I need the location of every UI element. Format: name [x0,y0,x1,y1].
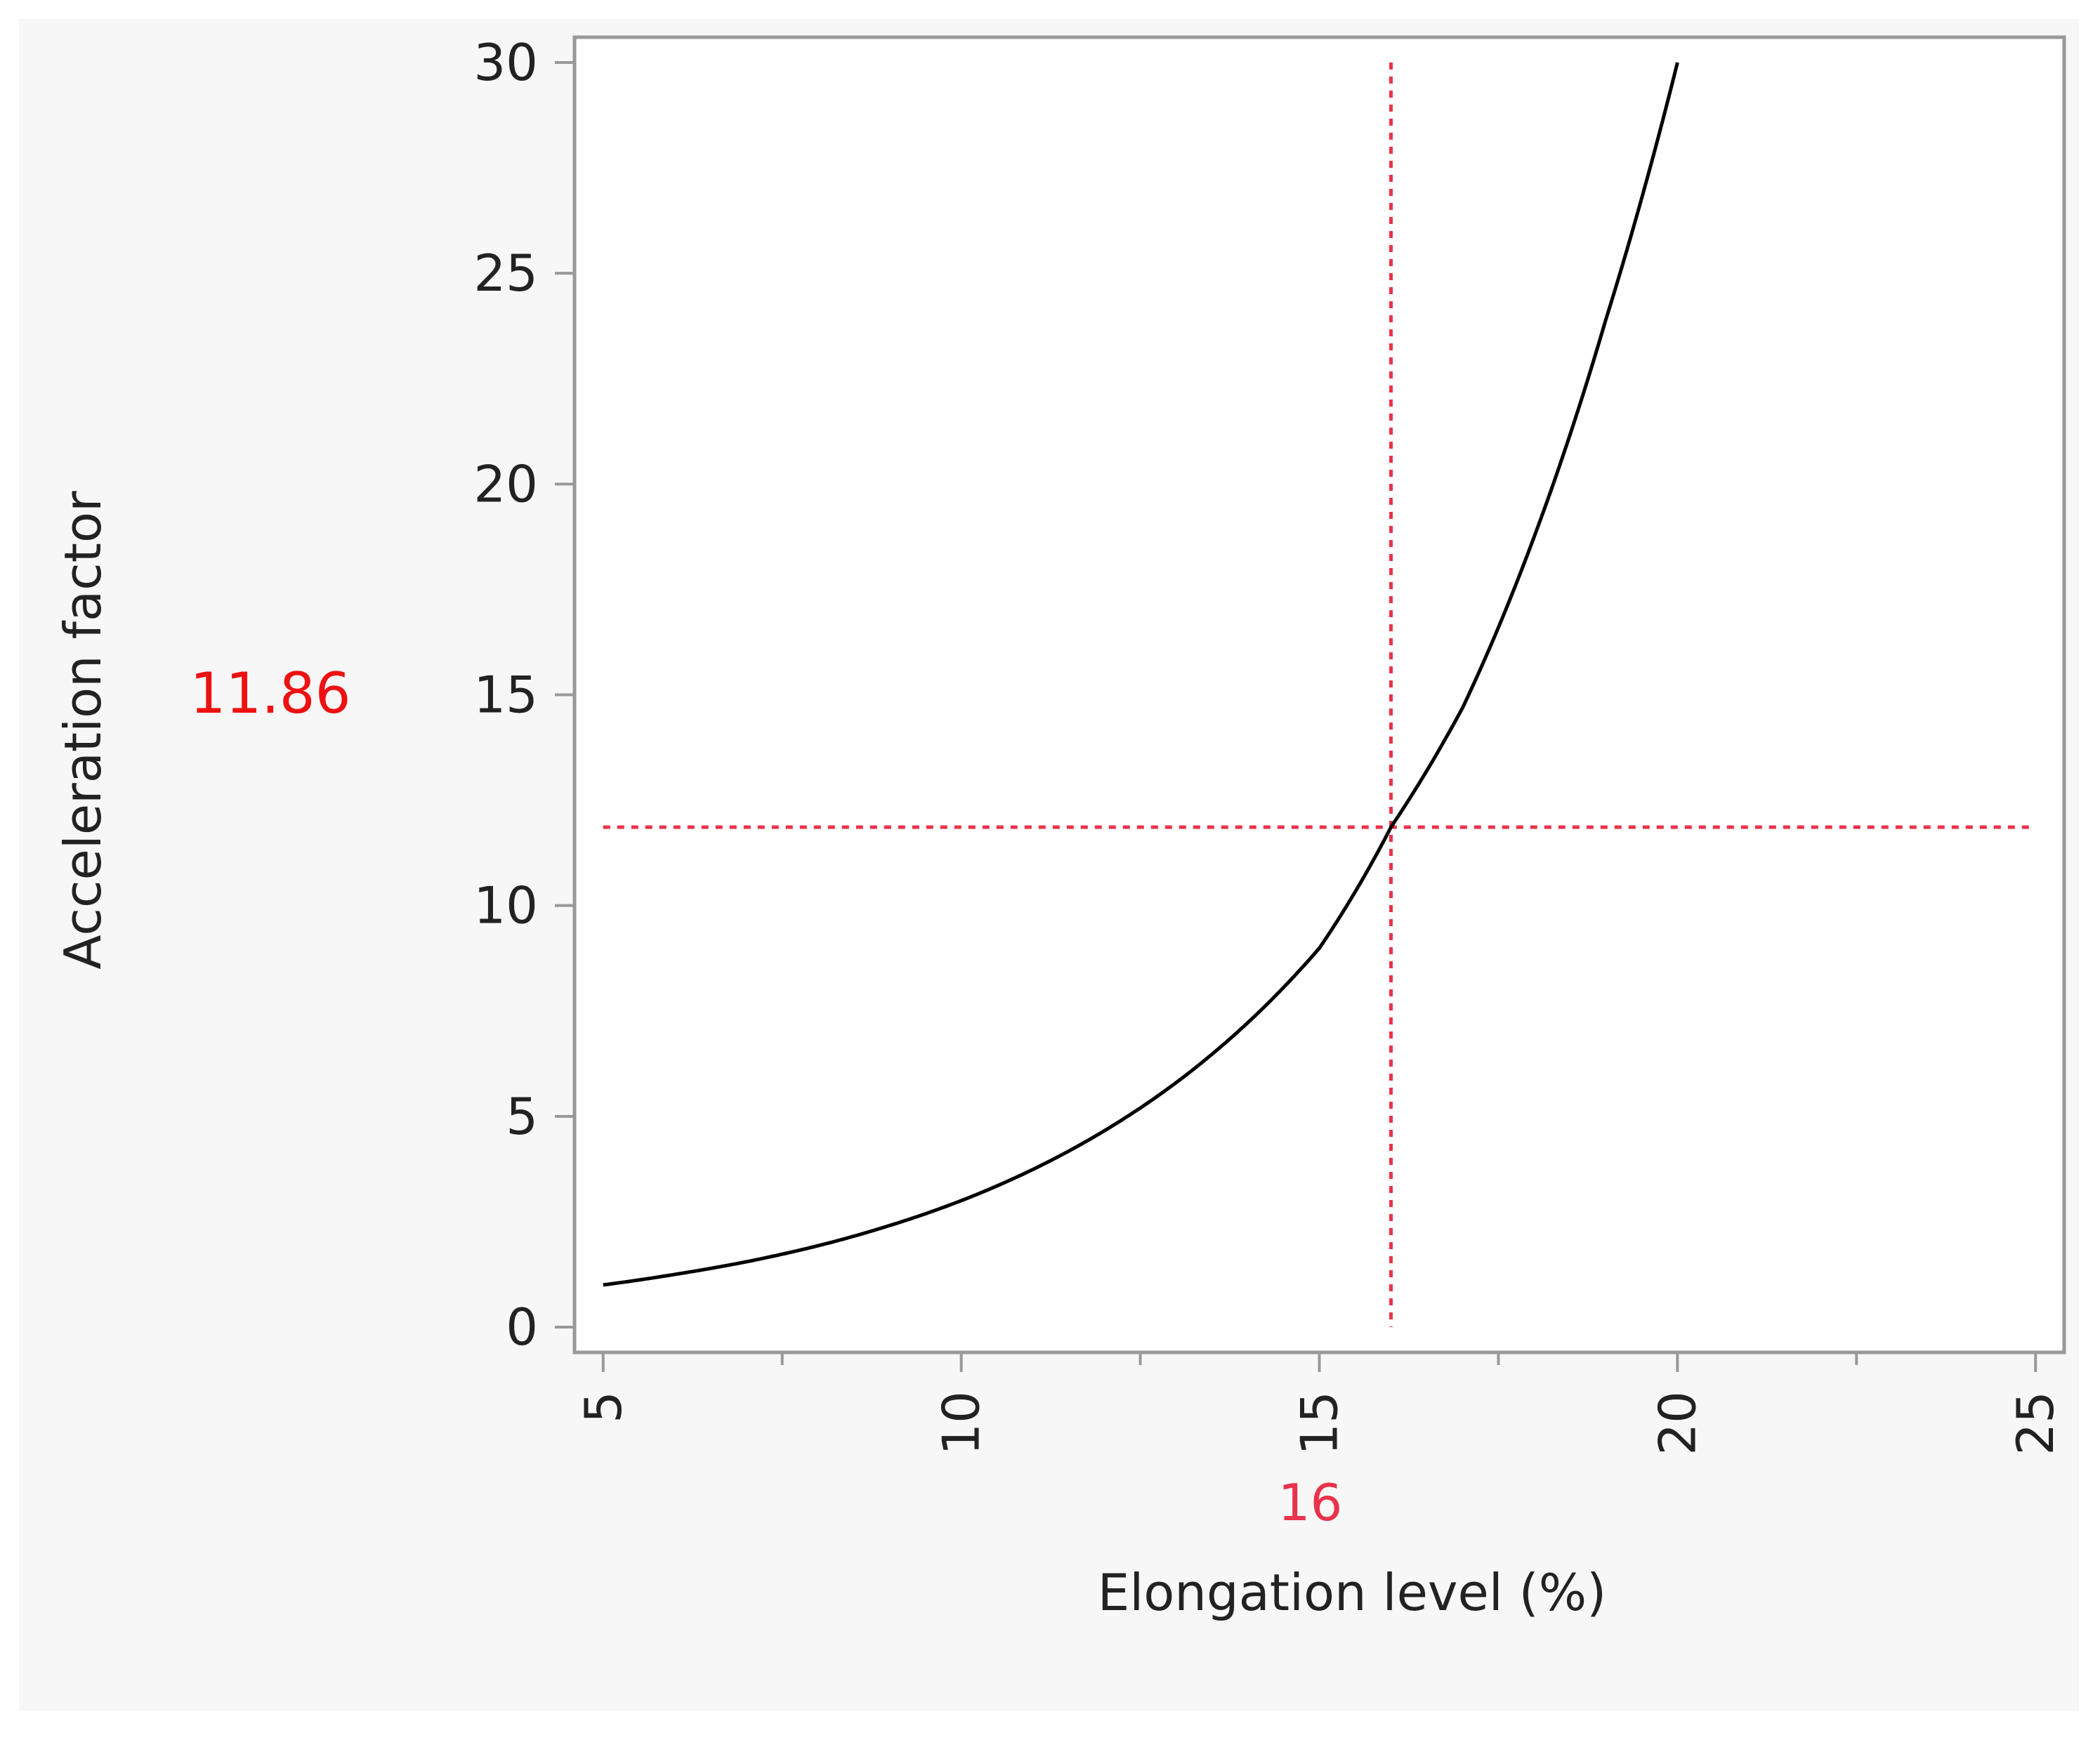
y-tick-label: 25 [473,244,538,303]
crosshair-y-value: 11.86 [190,661,350,726]
series-line [603,62,1679,1287]
y-tick-label: 0 [506,1298,538,1357]
x-tick-label: 25 [2006,1391,2065,1456]
x-tick-label: 20 [1648,1391,1707,1456]
y-axis-label: Acceleration factor [53,491,112,970]
x-tick-label: 5 [574,1391,633,1423]
y-axis: 0 5 10 15 20 25 30 [473,33,575,1357]
y-tick-label: 20 [473,454,538,513]
crosshair [603,62,2036,1327]
crosshair-x-value: 16 [1278,1473,1343,1532]
y-tick-label: 30 [473,33,538,92]
y-tick-label: 10 [473,876,538,935]
x-tick-label: 15 [1290,1391,1349,1456]
x-axis-label: Elongation level (%) [1098,1563,1607,1622]
x-axis: 5 10 15 20 25 [574,1352,2065,1456]
y-tick-label: 5 [506,1087,538,1146]
x-tick-label: 10 [932,1391,991,1456]
plot-frame [572,35,2066,1354]
y-tick-label: 15 [473,666,538,725]
